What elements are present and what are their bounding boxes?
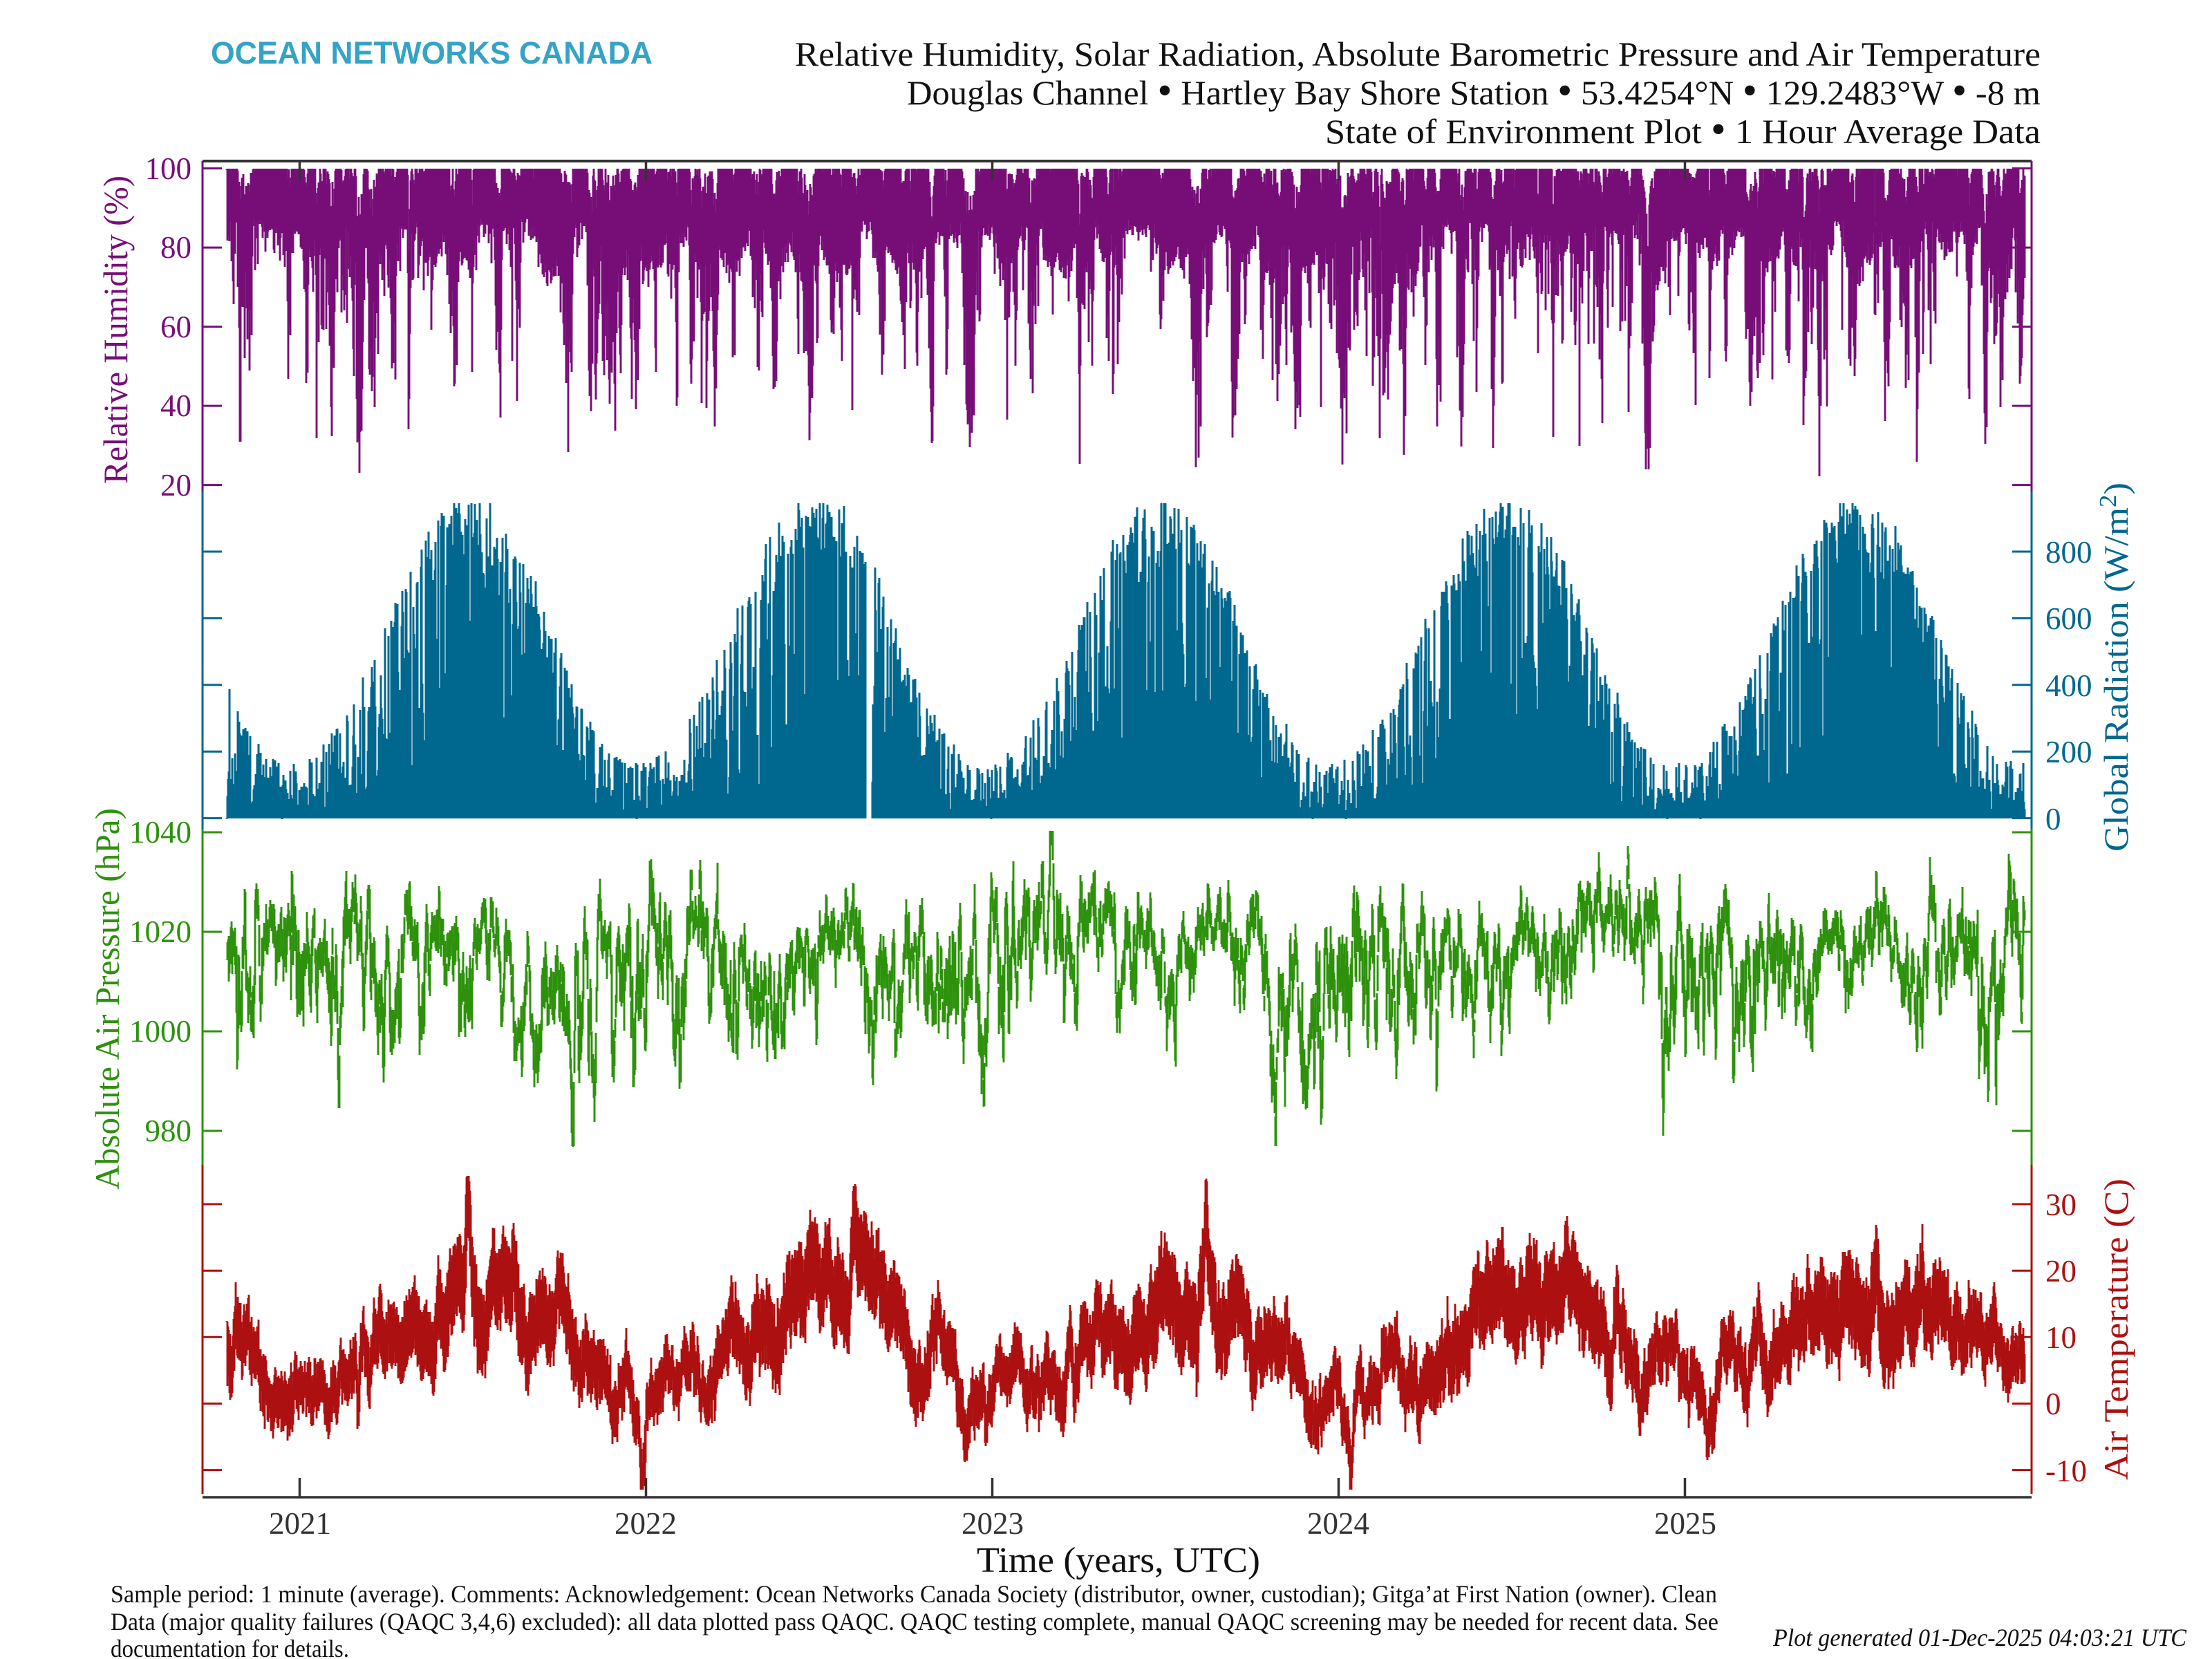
svg-text:Relative Humidity, Solar Radia: Relative Humidity, Solar Radiation, Abso… [795,35,2041,73]
svg-text:Douglas Channel • Hartley Bay: Douglas Channel • Hartley Bay Shore Stat… [907,68,2041,113]
svg-text:0: 0 [2045,1387,2061,1421]
svg-text:documentation for details.: documentation for details. [111,1635,349,1659]
svg-text:-10: -10 [2045,1454,2087,1488]
svg-text:1000: 1000 [129,1014,191,1049]
svg-text:800: 800 [2045,535,2092,570]
svg-text:20: 20 [2045,1254,2077,1288]
svg-text:Data (major quality failures (: Data (major quality failures (QAQC 3,4,6… [111,1608,1718,1635]
svg-text:40: 40 [160,388,191,423]
svg-text:100: 100 [145,151,192,186]
svg-text:80: 80 [160,230,191,265]
svg-text:Relative Humidity (%): Relative Humidity (%) [96,176,135,484]
svg-text:980: 980 [145,1114,192,1148]
svg-text:200: 200 [2045,735,2092,769]
svg-text:2021: 2021 [269,1506,331,1541]
svg-text:0: 0 [2045,802,2061,836]
svg-text:2023: 2023 [962,1506,1024,1541]
svg-text:2022: 2022 [615,1506,677,1541]
svg-text:Global Radiation (W/m2): Global Radiation (W/m2) [2094,482,2135,852]
svg-text:60: 60 [160,310,191,344]
svg-text:30: 30 [2045,1188,2077,1222]
svg-text:2024: 2024 [1307,1506,1369,1541]
svg-text:1020: 1020 [129,915,191,949]
svg-text:20: 20 [160,468,191,503]
svg-text:Plot generated 01-Dec-2025 04:: Plot generated 01-Dec-2025 04:03:21 UTC [1772,1624,2187,1651]
svg-text:400: 400 [2045,668,2092,703]
svg-text:10: 10 [2045,1320,2077,1355]
svg-text:Air Temperature (C): Air Temperature (C) [2097,1179,2135,1480]
svg-text:Absolute Air Pressure (hPa): Absolute Air Pressure (hPa) [88,808,126,1190]
svg-text:2025: 2025 [1654,1506,1716,1541]
svg-text:600: 600 [2045,601,2092,636]
svg-text:Sample period: 1 minute (avera: Sample period: 1 minute (average). Comme… [111,1580,1717,1608]
svg-text:Time (years, UTC): Time (years, UTC) [977,1541,1260,1580]
svg-text:1040: 1040 [129,815,191,850]
svg-text:State of Environment Plot • 1: State of Environment Plot • 1 Hour Avera… [1325,106,2041,152]
svg-text:OCEAN NETWORKS CANADA: OCEAN NETWORKS CANADA [211,35,653,71]
